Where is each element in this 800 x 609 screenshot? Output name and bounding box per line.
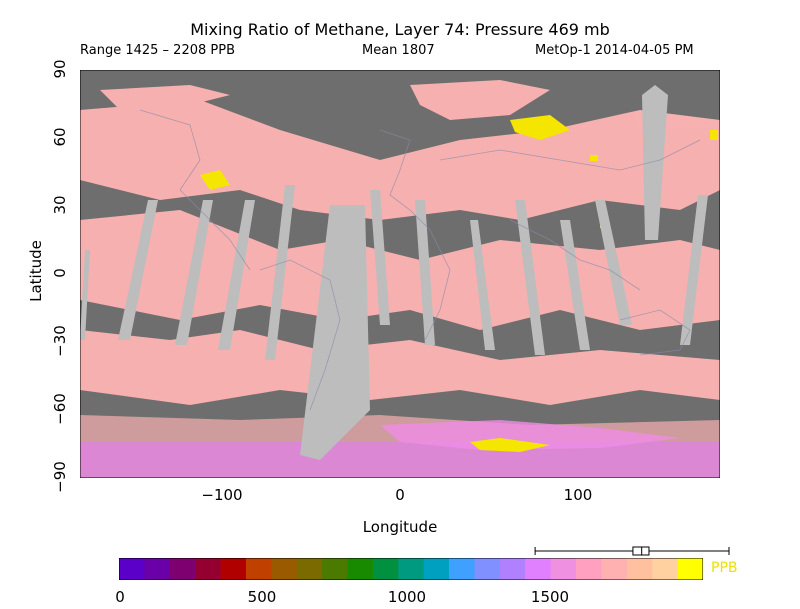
colorbar-tick-label: 500 — [247, 588, 277, 606]
y-tick-label: −90 — [51, 461, 69, 493]
y-tick-label: 90 — [51, 59, 69, 79]
polar-band — [80, 420, 720, 478]
y-tick-label: −30 — [51, 325, 69, 357]
x-tick-label: 100 — [563, 486, 593, 504]
colorbar-cell — [601, 558, 628, 580]
colorbar-cell — [398, 558, 425, 580]
x-tick-label: 0 — [395, 486, 405, 504]
colorbar-cell — [550, 558, 577, 580]
swath-gaps — [80, 85, 708, 460]
y-tick-label: −60 — [51, 393, 69, 425]
colorbar-cell — [195, 558, 222, 580]
colorbar-cell — [499, 558, 526, 580]
colorbar-tick-label: 0 — [115, 588, 125, 606]
colorbar-tick-label: 1000 — [387, 588, 427, 606]
x-axis-title: Longitude — [362, 518, 438, 536]
colorbar-cell — [525, 558, 552, 580]
x-tick-label: −100 — [201, 486, 243, 504]
colorbar-cell — [322, 558, 349, 580]
colorbar-units: PPB — [711, 560, 738, 576]
colorbar-cell — [423, 558, 450, 580]
satellite-date-label: MetOp-1 2014-04-05 PM — [535, 43, 694, 58]
colorbar-cell — [220, 558, 247, 580]
colorbar-cell — [144, 558, 171, 580]
colorbar-cell — [245, 558, 272, 580]
range-label: Range 1425 – 2208 PPB — [80, 43, 235, 58]
y-axis-title: Latitude — [27, 240, 45, 302]
coastlines — [139, 109, 701, 411]
y-tick-label: 0 — [51, 268, 69, 278]
colorbar — [119, 558, 703, 580]
colorbar-cell — [271, 558, 298, 580]
colorbar-cell — [119, 558, 145, 580]
mean-label: Mean 1807 — [362, 43, 435, 58]
colorbar-cell — [626, 558, 653, 580]
y-tick-label: 60 — [51, 127, 69, 147]
colorbar-tick-label: 1500 — [530, 588, 570, 606]
map-title: Mixing Ratio of Methane, Layer 74: Press… — [190, 20, 610, 39]
y-tick-label: 30 — [51, 195, 69, 215]
colorbar-cell — [474, 558, 501, 580]
colorbar-cell — [652, 558, 679, 580]
colorbar-cell — [169, 558, 196, 580]
colorbar-cell — [576, 558, 602, 580]
boxplot-box — [632, 546, 650, 556]
colorbar-cell — [372, 558, 399, 580]
distribution-boxplot — [534, 546, 730, 556]
methane-map — [80, 70, 720, 478]
colorbar-cell — [347, 558, 374, 580]
colorbar-cell — [296, 558, 323, 580]
colorbar-cell — [677, 558, 703, 580]
colorbar-cell — [449, 558, 475, 580]
